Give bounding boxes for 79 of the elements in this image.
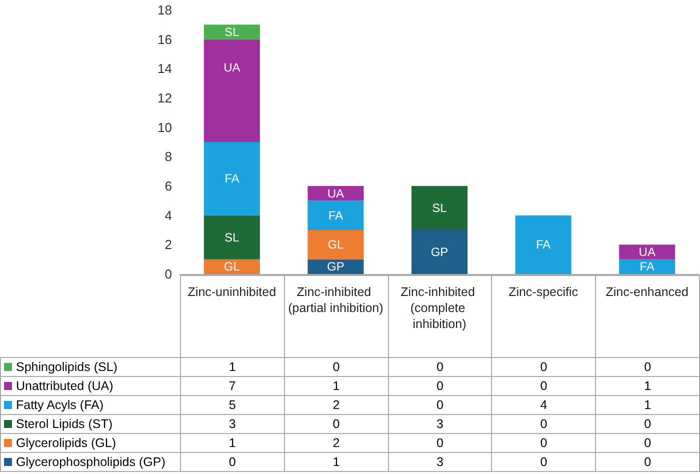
data-label: 7	[228, 379, 236, 393]
annotation: GL	[328, 238, 344, 252]
data-label: 0	[540, 360, 548, 374]
legend-label: Fatty Acyls (FA)	[16, 398, 104, 412]
y-tick-label: 10	[158, 120, 172, 135]
data-label: 0	[644, 455, 652, 469]
data-label: 0	[540, 417, 548, 431]
data-label: 2	[332, 398, 340, 412]
bar	[308, 200, 364, 230]
bar	[411, 186, 468, 230]
annotation: FA	[224, 172, 240, 186]
data-label: 4	[540, 398, 548, 412]
data-label: 1	[228, 360, 236, 374]
annotation: FA	[536, 238, 551, 252]
bar	[308, 259, 364, 274]
bar	[204, 142, 260, 216]
bar	[204, 24, 260, 40]
y-tick-label: 6	[164, 178, 172, 194]
data-label: 0	[644, 360, 652, 374]
data-label: 1	[332, 379, 340, 393]
data-label: 0	[540, 379, 548, 393]
bar	[515, 215, 572, 274]
data-label: 1	[228, 436, 236, 450]
data-label: 0	[332, 417, 340, 431]
bar	[308, 230, 364, 260]
annotation: GP	[430, 245, 448, 259]
legend-label: Sphingolipids (SL)	[16, 360, 118, 374]
y-tick-label: 8	[164, 149, 172, 164]
y-tick-label: 2	[164, 237, 172, 252]
data-label: 1	[332, 455, 340, 469]
legend-label: Glycerolipids (GL)	[16, 436, 116, 450]
bar	[204, 39, 260, 142]
bar	[619, 259, 676, 274]
y-tick-label: 16	[158, 32, 172, 47]
data-label: 0	[436, 436, 444, 450]
y-tick-label: 4	[164, 208, 172, 223]
legend-label: Glycerophospholipids (GP)	[16, 455, 166, 469]
annotation: SL	[224, 25, 240, 39]
x-tick-label: Zinc-uninhibited	[188, 285, 276, 299]
x-tick-label: Zinc-inhibited (complete inhibition)	[400, 285, 478, 331]
data-label: 0	[436, 398, 444, 412]
data-label: 0	[540, 436, 548, 450]
y-tick-label: 12	[158, 90, 172, 106]
bar	[619, 244, 676, 260]
annotation: UA	[327, 186, 344, 200]
data-label: 5	[228, 398, 236, 412]
annotation: FA	[640, 260, 654, 274]
data-label: 0	[332, 360, 340, 374]
data-label: 1	[644, 398, 652, 412]
legend-label: Unattributed (UA)	[16, 379, 114, 393]
x-tick-label: Zinc-inhibited (partial inhibition)	[288, 285, 384, 315]
annotation: GL	[224, 260, 240, 274]
x-tick-label: Zinc-specific	[508, 285, 578, 299]
legend-label: Sterol Lipids (ST)	[16, 417, 113, 431]
bar	[308, 186, 364, 201]
x-tick-label: Zinc-enhanced	[606, 285, 688, 299]
data-label: 3	[436, 455, 444, 469]
data-label: 2	[332, 436, 340, 450]
data-label: 3	[228, 417, 236, 431]
annotation: UA	[638, 245, 656, 259]
data-label: 0	[436, 360, 444, 374]
y-tick-label: 14	[158, 61, 172, 76]
data-label: 0	[228, 455, 236, 469]
bar	[411, 230, 468, 274]
y-tick-label: 0	[164, 266, 172, 282]
data-label: 0	[644, 417, 652, 431]
annotation: SL	[432, 201, 448, 215]
data-label: 1	[644, 379, 652, 393]
data-label: 0	[540, 455, 548, 469]
annotation: UA	[224, 60, 240, 74]
data-label: 0	[644, 436, 652, 450]
bar	[204, 259, 260, 274]
bar	[204, 215, 260, 260]
annotation: GP	[327, 260, 344, 274]
annotation: FA	[328, 208, 344, 222]
y-tick-label: 18	[158, 2, 172, 18]
data-label: 0	[436, 379, 444, 393]
data-label: 3	[436, 417, 444, 431]
annotation: SL	[224, 230, 240, 244]
